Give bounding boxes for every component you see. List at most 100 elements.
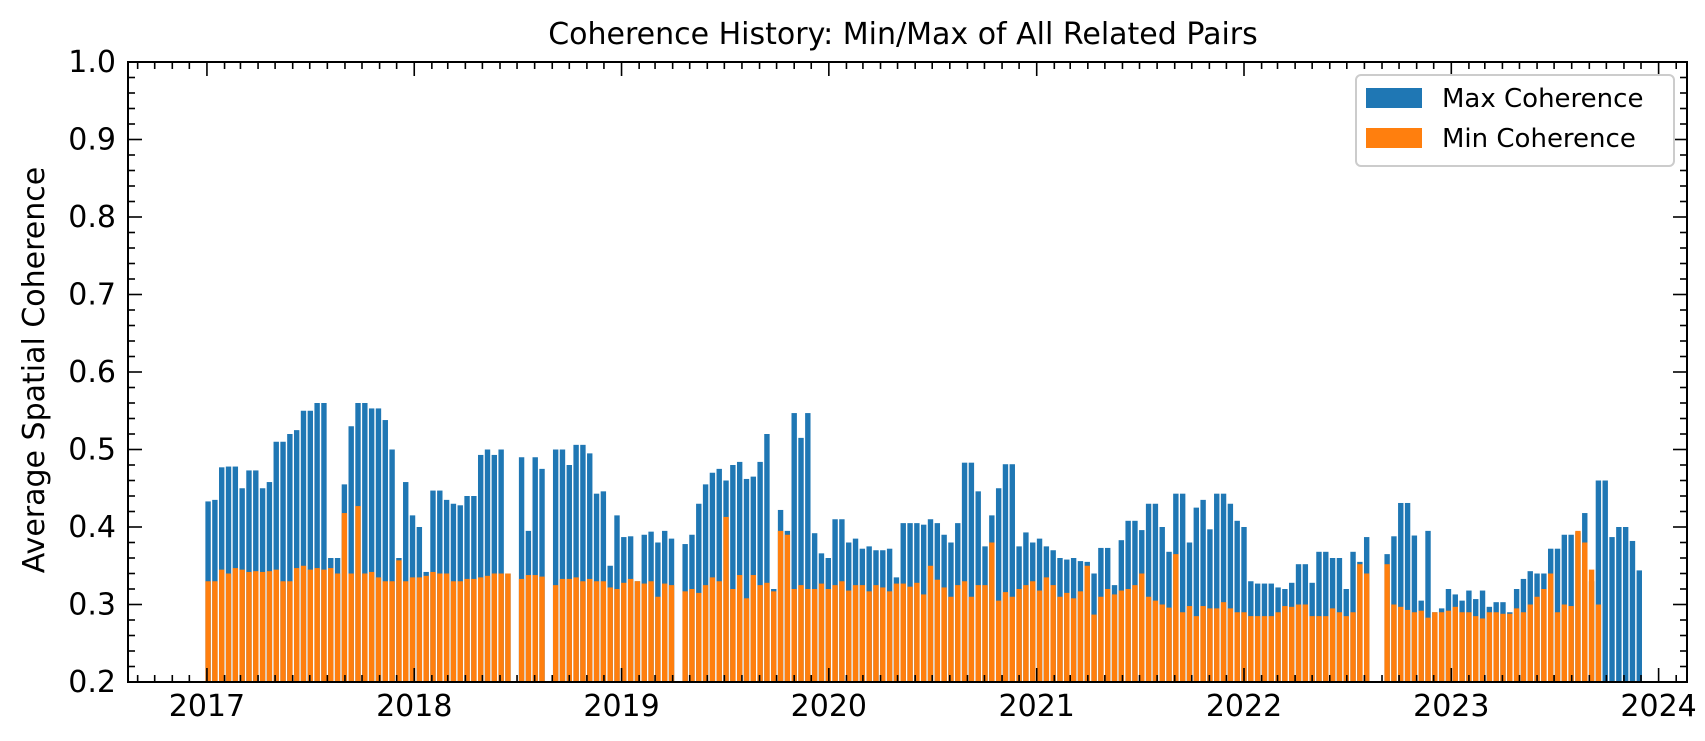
bar-min-2021-04-12 (1091, 614, 1097, 682)
bar-min-2017-07-14 (314, 568, 320, 682)
bar-min-2023-04-26 (1513, 608, 1520, 682)
bar-min-2019-01-29 (634, 581, 641, 682)
bar-max-2019-09-14 (764, 434, 770, 682)
x-tick-label: 2023 (1413, 689, 1489, 724)
bar-min-2023-02-13 (1473, 616, 1479, 682)
bar-min-2020-03-24 (873, 585, 879, 682)
bar-min-2017-08-07 (328, 568, 334, 682)
bar-min-2023-06-13 (1541, 589, 1547, 682)
bar-max-2022-10-28 (1411, 535, 1418, 682)
bar-min-2021-05-06 (1105, 589, 1111, 682)
bar-max-2021-07-29 (1152, 503, 1159, 682)
bar-max-2017-11-11 (382, 420, 388, 682)
bar-min-2023-01-08 (1452, 606, 1458, 682)
bar-max-2021-12-20 (1234, 520, 1240, 682)
bar-min-2019-02-22 (648, 581, 654, 682)
bar-min-2018-12-24 (614, 589, 620, 682)
bar-min-2021-10-09 (1193, 616, 1199, 682)
bar-max-2022-01-01 (1241, 527, 1247, 682)
x-tick-label: 2021 (999, 689, 1075, 724)
bar-min-2022-07-12 (1350, 612, 1356, 682)
bar-min-2022-03-26 (1289, 606, 1295, 682)
y-tick-label: 1.0 (68, 45, 116, 80)
bar-min-2022-06-30 (1343, 616, 1349, 682)
bar-min-2023-01-20 (1459, 612, 1465, 682)
legend-label-min: Min Coherence (1442, 124, 1636, 154)
bar-min-2020-02-05 (846, 590, 852, 682)
legend-box (1355, 74, 1675, 167)
bar-min-2021-05-18 (1111, 594, 1118, 682)
bar-min-2019-05-29 (702, 585, 709, 682)
bar-min-2020-02-17 (852, 585, 859, 682)
bar-min-2021-07-05 (1139, 573, 1145, 682)
bar-min-2017-04-09 (259, 571, 266, 682)
bar-max-2018-10-13 (573, 444, 579, 682)
bar-min-2021-10-21 (1200, 606, 1206, 682)
bar-min-2017-07-02 (307, 569, 314, 682)
bar-min-2019-11-25 (805, 589, 811, 682)
bar-min-2018-03-23 (457, 581, 463, 682)
bar-min-2018-08-02 (532, 575, 538, 682)
bar-max-2021-11-14 (1214, 493, 1220, 682)
bar-max-2018-08-14 (539, 468, 545, 682)
bar-min-2017-11-23 (389, 581, 395, 682)
bar-min-2017-03-16 (246, 571, 252, 682)
bar-min-2017-03-04 (239, 569, 245, 682)
bar-min-2019-10-20 (784, 534, 791, 682)
bar-min-2020-04-29 (893, 583, 900, 682)
x-tick-label: 2017 (169, 689, 245, 724)
bar-max-2021-11-02 (1207, 529, 1213, 682)
bar-min-2023-06-25 (1547, 573, 1554, 682)
bar-min-2021-07-17 (1145, 596, 1152, 682)
bar-min-2018-08-14 (539, 576, 545, 682)
y-axis-label: Average Spatial Coherence (17, 167, 52, 573)
bar-min-2023-02-25 (1479, 618, 1486, 682)
bar-min-2023-04-14 (1507, 613, 1513, 682)
bar-min-2020-08-27 (961, 581, 968, 682)
bar-min-2020-12-25 (1030, 581, 1036, 682)
y-tick-label: 0.3 (68, 588, 116, 623)
bar-min-2022-08-05 (1363, 573, 1370, 682)
bar-min-2017-12-29 (409, 577, 416, 682)
bar-min-2017-05-27 (287, 581, 293, 682)
chart-title: Coherence History: Min/Max of All Relate… (548, 17, 1258, 52)
bar-max-2019-08-09 (743, 478, 750, 682)
bar-max-2023-11-16 (1629, 540, 1636, 682)
bar-min-2020-06-04 (914, 582, 920, 682)
bar-min-2023-08-24 (1582, 542, 1588, 682)
bar-min-2019-12-19 (818, 583, 825, 682)
bar-min-2021-01-06 (1036, 590, 1043, 682)
bar-min-2018-02-03 (430, 571, 436, 682)
bar-min-2019-03-06 (655, 596, 661, 682)
bar-min-2022-01-13 (1248, 616, 1254, 682)
bar-min-2019-01-05 (621, 582, 627, 682)
bar-min-2021-07-29 (1152, 600, 1159, 682)
bar-min-2017-08-19 (334, 573, 341, 682)
bar-min-2019-05-17 (696, 592, 702, 682)
bar-min-2020-04-17 (886, 591, 893, 682)
bar-min-2022-12-15 (1438, 612, 1445, 682)
bar-min-2020-05-11 (900, 583, 906, 682)
x-tick-label: 2019 (583, 689, 659, 724)
bar-min-2021-11-02 (1207, 608, 1213, 682)
bar-min-2021-08-22 (1166, 607, 1172, 682)
bar-max-2017-05-15 (280, 441, 286, 682)
legend: Max Coherence Min Coherence (1355, 74, 1675, 167)
bar-min-2022-10-28 (1411, 612, 1418, 682)
x-tick-label: 2022 (1206, 689, 1282, 724)
bar-min-2019-11-13 (798, 585, 804, 682)
bar-min-2018-10-13 (573, 577, 579, 682)
y-tick-label: 0.6 (68, 355, 116, 390)
bar-min-2021-11-14 (1214, 608, 1220, 682)
bar-max-2018-11-06 (587, 453, 593, 682)
bar-max-2017-05-03 (273, 441, 279, 682)
bar-max-2019-11-13 (798, 437, 804, 682)
bar-min-2023-06-01 (1534, 596, 1540, 682)
bar-min-2020-05-23 (907, 586, 913, 682)
bar-max-2019-06-22 (716, 468, 722, 682)
bar-max-2020-11-07 (1002, 464, 1009, 682)
bar-min-2020-04-05 (880, 587, 886, 682)
bar-min-2021-03-07 (1070, 598, 1077, 682)
bar-max-2023-10-23 (1616, 527, 1622, 682)
bar-min-2021-02-11 (1057, 596, 1063, 682)
